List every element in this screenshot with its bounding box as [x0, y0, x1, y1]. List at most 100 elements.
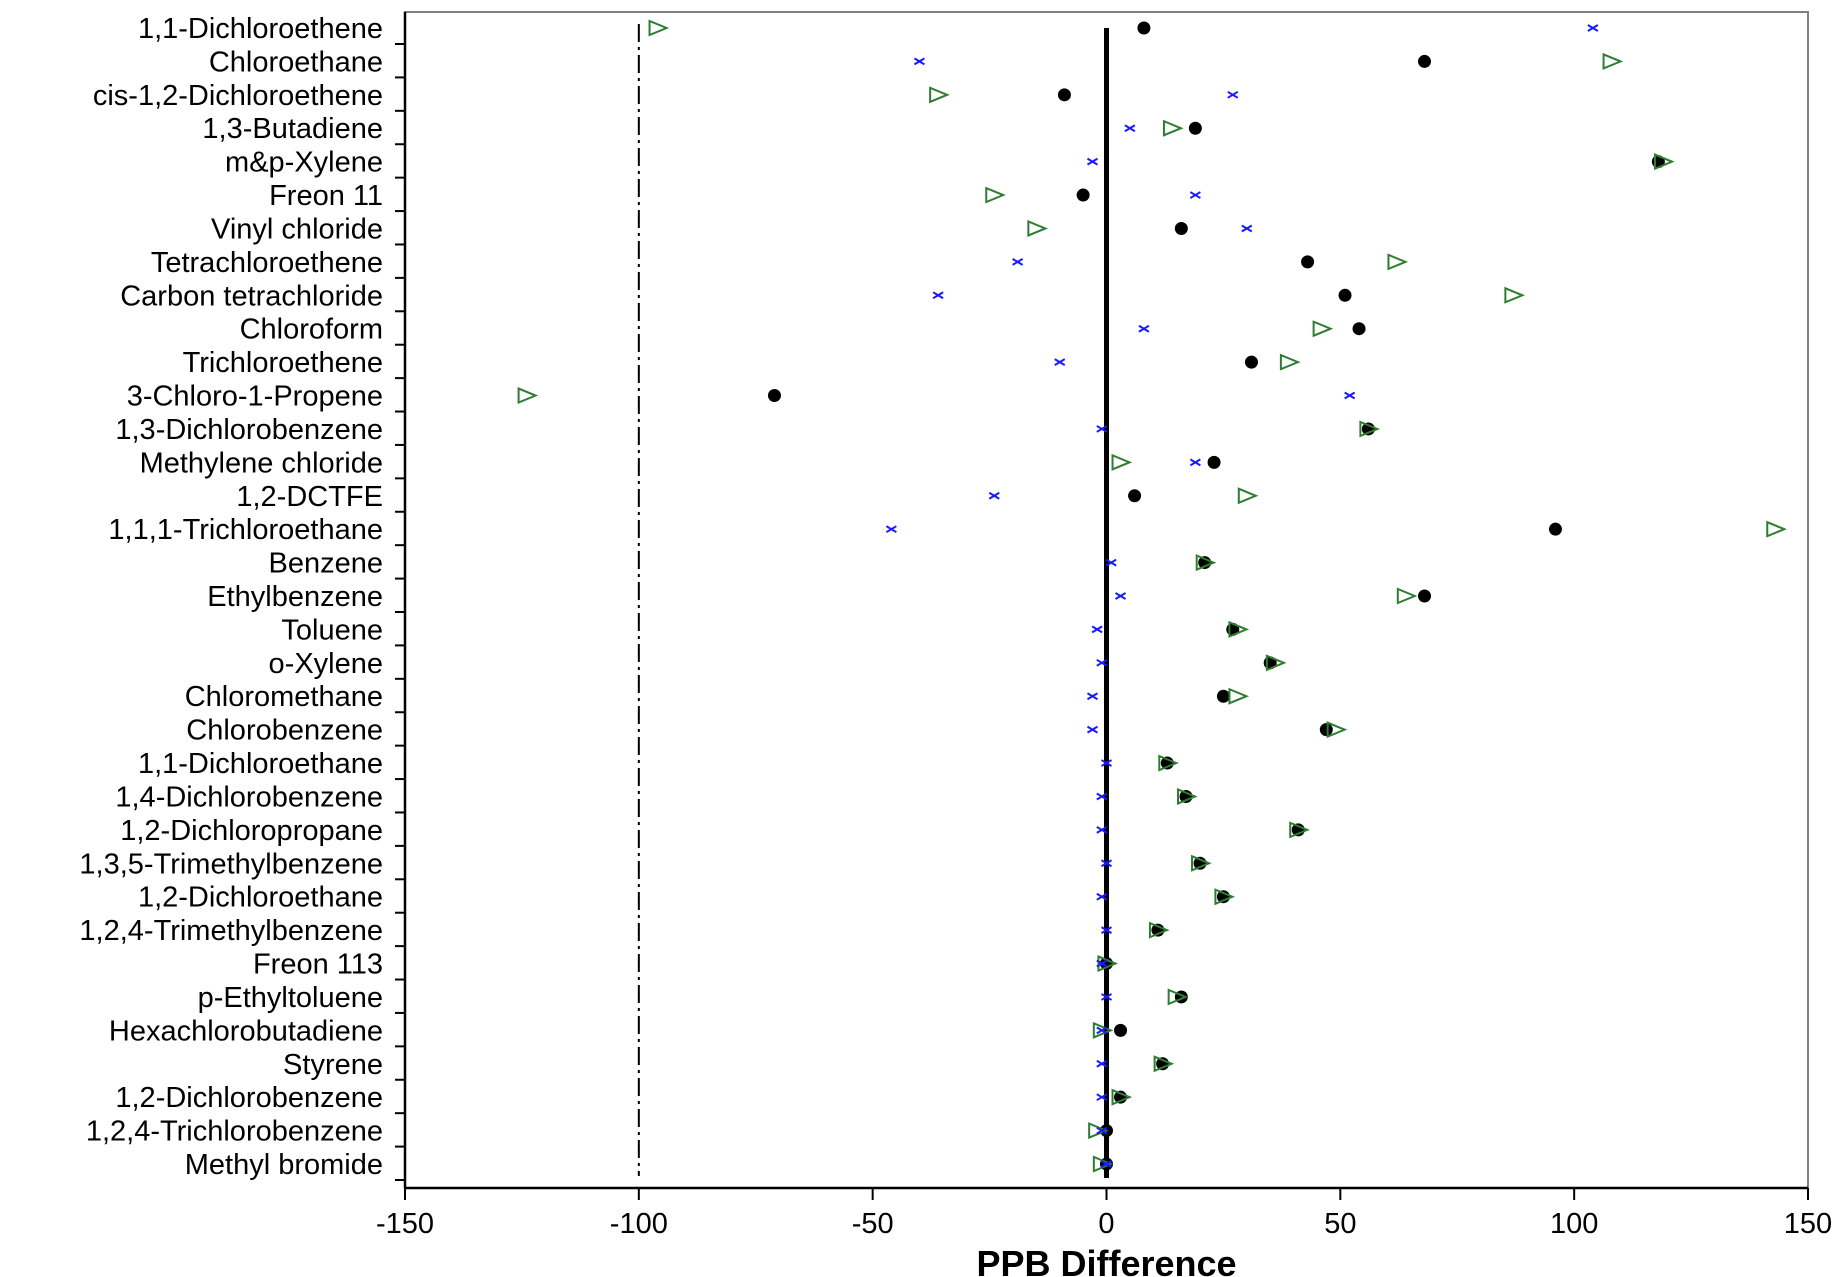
data-point-x-stroke [1100, 993, 1113, 1001]
data-point-circle [1338, 288, 1352, 302]
data-point-x-stroke [1100, 1160, 1113, 1168]
data-point-triangle [1195, 554, 1217, 572]
data-point-triangle [1162, 119, 1184, 137]
data-point-circle [1076, 188, 1090, 202]
data-point-x-stroke [1189, 191, 1201, 199]
data-point-triangle [517, 387, 539, 405]
data-point-x [1096, 1059, 1108, 1068]
data-point-triangle [1111, 453, 1133, 471]
data-point-triangle [1191, 854, 1212, 872]
data-point-x-stroke [1096, 425, 1108, 433]
data-point-circle [1128, 489, 1142, 503]
data-point-triangle [1027, 219, 1048, 237]
data-point-x [1012, 258, 1024, 266]
data-point-x [1100, 759, 1113, 767]
data-point-x-stroke [1227, 90, 1239, 99]
data-point-circle [1057, 88, 1071, 102]
category-label: Methylene chloride [140, 447, 383, 479]
data-point-circle [1301, 255, 1315, 269]
data-point-x-stroke [1096, 792, 1108, 801]
category-label: Chlorobenzene [186, 715, 383, 747]
data-point-x [1086, 692, 1098, 701]
data-point-triangle [1097, 955, 1119, 973]
category-label: 1,2,4-Trichlorobenzene [86, 1116, 383, 1148]
category-label: o-Xylene [269, 648, 383, 680]
category-label: cis-1,2-Dichloroethene [93, 80, 383, 112]
data-point-x-stroke [1100, 926, 1113, 934]
data-point-x [1189, 191, 1201, 199]
data-point-circle [1188, 121, 1202, 135]
data-point-x [1100, 926, 1113, 934]
data-point-x-stroke [1086, 157, 1098, 166]
data-point-x-stroke [1587, 24, 1599, 32]
data-point-x-stroke [1096, 1093, 1108, 1102]
data-point-circle [1114, 1023, 1128, 1037]
category-label: Freon 113 [253, 949, 383, 981]
data-point-x [913, 57, 925, 66]
data-point-triangle [1158, 754, 1179, 772]
data-point-triangle [1326, 721, 1348, 739]
data-point-triangle [985, 186, 1006, 204]
data-point-triangle [1504, 286, 1525, 304]
category-label: Freon 11 [269, 180, 383, 212]
data-point-x-stroke [988, 491, 1000, 500]
data-point-x-stroke [1241, 224, 1253, 233]
data-point-x-stroke [1115, 592, 1127, 600]
data-point-x-stroke [1138, 324, 1150, 333]
data-point-x-stroke [1344, 391, 1356, 400]
data-point-x-stroke [1086, 725, 1098, 734]
data-point-x [1124, 124, 1136, 133]
data-point-x [1054, 358, 1066, 366]
data-point-x [1096, 1026, 1108, 1035]
data-point-circle [1216, 689, 1230, 703]
category-label: 1,4-Dichlorobenzene [115, 781, 383, 813]
category-label: Styrene [283, 1049, 383, 1081]
category-label: 1,1-Dichloroethene [138, 13, 383, 45]
data-point-triangle [1289, 821, 1310, 839]
category-label: Benzene [269, 548, 384, 580]
data-point-triangle [1312, 320, 1334, 338]
data-point-x [1096, 826, 1108, 834]
data-point-triangle [1602, 52, 1624, 70]
category-label: 1,3-Dichlorobenzene [115, 414, 383, 446]
data-point-x-stroke [913, 57, 925, 66]
x-tick-label: -150 [376, 1208, 434, 1240]
category-label: 1,2-Dichlorobenzene [115, 1082, 383, 1114]
x-tick-label: 150 [1784, 1208, 1832, 1240]
data-point-x-stroke [1096, 826, 1108, 834]
category-label: 1,3,5-Trimethylbenzene [79, 848, 383, 880]
data-point-x [1086, 157, 1098, 166]
data-point-x [1096, 959, 1108, 968]
category-labels: 1,1-DichloroetheneChloroethanecis-1,2-Di… [79, 13, 405, 1181]
data-point-circle [1174, 221, 1188, 235]
data-point-triangle [1214, 888, 1236, 906]
data-point-x [1100, 1160, 1113, 1168]
data-point-x [1344, 391, 1356, 400]
data-point-triangle [929, 86, 950, 104]
category-label: 1,2-DCTFE [236, 481, 383, 513]
data-point-x [1227, 90, 1239, 99]
category-label: Chloroform [240, 314, 383, 346]
data-point-x [1189, 458, 1201, 467]
data-point-triangle [1153, 1055, 1175, 1073]
category-label: Chloroethane [209, 46, 383, 78]
data-point-triangle [1228, 687, 1250, 705]
data-point-circle [1352, 322, 1366, 336]
data-point-x [1241, 224, 1253, 233]
category-label: p-Ethyltoluene [198, 982, 383, 1014]
data-point-x [1091, 625, 1103, 634]
data-point-x [1100, 859, 1113, 868]
data-point-x [1096, 1126, 1108, 1135]
data-point-triangle [1359, 420, 1381, 438]
data-point-triangle [1092, 1021, 1114, 1039]
category-label: Vinyl chloride [211, 213, 383, 245]
data-point-x-stroke [885, 525, 897, 534]
data-point-circle [1319, 723, 1333, 737]
x-axis: -150 -100 -50 0 50 100 150 [376, 1186, 1832, 1240]
data-point-x [1105, 558, 1117, 567]
x-tick-label: -100 [610, 1208, 668, 1240]
data-point-x [1086, 725, 1098, 734]
data-point-triangle [1177, 787, 1198, 805]
data-point-x-stroke [1105, 558, 1117, 567]
